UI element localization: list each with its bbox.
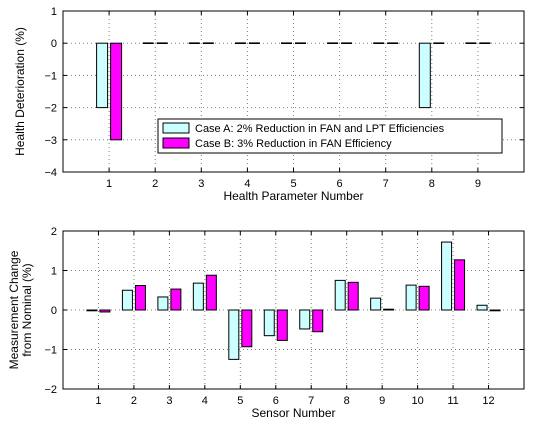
legend-swatch xyxy=(162,122,190,134)
x-tick-label: 3 xyxy=(166,395,172,407)
x-tick-label: 2 xyxy=(152,178,158,190)
y-tick-label: −4 xyxy=(44,167,57,179)
bar-series-1 xyxy=(96,42,109,109)
y-tick-label: −2 xyxy=(44,103,57,115)
bar-series-2 xyxy=(347,281,359,311)
x-tick-label: 8 xyxy=(344,395,350,407)
bar-series-2 xyxy=(383,308,395,311)
bar-series-1 xyxy=(121,289,133,311)
bar-series-2 xyxy=(418,285,430,311)
x-tick-label: 9 xyxy=(475,178,481,190)
bar-series-2 xyxy=(276,309,288,341)
x-tick-label: 5 xyxy=(237,395,243,407)
y-tick-label: 0 xyxy=(51,38,57,50)
bar-series-2 xyxy=(312,309,324,333)
bar-series-2 xyxy=(110,42,123,141)
y-axis-label: Health Deterioration (%) xyxy=(13,27,27,156)
x-tick-label: 4 xyxy=(202,395,208,407)
x-tick-label: 6 xyxy=(337,178,343,190)
y-tick-label: 1 xyxy=(51,6,57,18)
y-tick-label: −1 xyxy=(44,70,57,82)
bar-series-1 xyxy=(476,304,488,311)
x-axis-label: Health Parameter Number xyxy=(223,189,363,203)
bar-series-2 xyxy=(134,285,146,311)
bar-series-1 xyxy=(370,297,382,311)
y-axis-label: Measurement Change xyxy=(7,250,21,369)
x-tick-label: 10 xyxy=(411,395,423,407)
y-tick-label: 1 xyxy=(51,266,57,278)
x-tick-label: 11 xyxy=(447,395,458,407)
bar-series-2 xyxy=(454,259,466,311)
bar-series-1 xyxy=(418,42,431,109)
x-tick-label: 8 xyxy=(429,178,435,190)
bar-series-1 xyxy=(263,309,275,337)
bar-series-2 xyxy=(489,309,501,312)
bar-series-2 xyxy=(99,309,111,313)
x-tick-label: 1 xyxy=(106,178,112,190)
bar-series-1 xyxy=(334,279,346,311)
y-tick-label: 2 xyxy=(51,226,57,238)
x-axis-label: Sensor Number xyxy=(251,406,335,420)
x-tick-label: 3 xyxy=(198,178,204,190)
legend-box xyxy=(157,118,503,154)
x-tick-label: 4 xyxy=(244,178,250,190)
chart-1: −4 −3 −2 −1 0 1 1 2 3 4 5 6 7 8 9 Health Parameter Numb… xyxy=(13,6,525,203)
x-tick-label: 5 xyxy=(290,178,296,190)
y-tick-label: −3 xyxy=(44,135,57,147)
bar-series-1 xyxy=(405,284,417,311)
bar-series-1 xyxy=(86,309,98,312)
x-tick-label: 6 xyxy=(273,395,279,407)
bar-series-1 xyxy=(192,282,204,311)
legend-entry: Case A: 2% Reduction in FAN and LPT Effi… xyxy=(195,123,445,135)
legend-swatch xyxy=(162,137,190,149)
x-tick-label: 2 xyxy=(131,395,137,407)
bar-series-1 xyxy=(157,296,169,311)
x-tick-label: 7 xyxy=(308,395,314,407)
bar-series-1 xyxy=(228,309,240,360)
x-tick-label: 7 xyxy=(383,178,389,190)
y-tick-label: −2 xyxy=(44,384,57,396)
bar-series-2 xyxy=(205,274,217,311)
y-tick-label: −1 xyxy=(44,345,57,357)
legend: Case A: 2% Reduction in FAN and LPT Effi… xyxy=(157,118,503,154)
bar-series-1 xyxy=(299,309,311,330)
x-tick-label: 1 xyxy=(95,395,101,407)
bar-series-2 xyxy=(241,309,253,348)
x-tick-label: 9 xyxy=(379,395,385,407)
legend-entry: Case B: 3% Reduction in FAN Efficiency xyxy=(195,138,392,150)
x-tick-label: 12 xyxy=(482,395,494,407)
bar-series-1 xyxy=(441,241,453,311)
y-axis-label: from Nominal (%) xyxy=(20,263,34,356)
bar-series-2 xyxy=(170,288,182,311)
y-tick-label: 0 xyxy=(51,305,57,317)
